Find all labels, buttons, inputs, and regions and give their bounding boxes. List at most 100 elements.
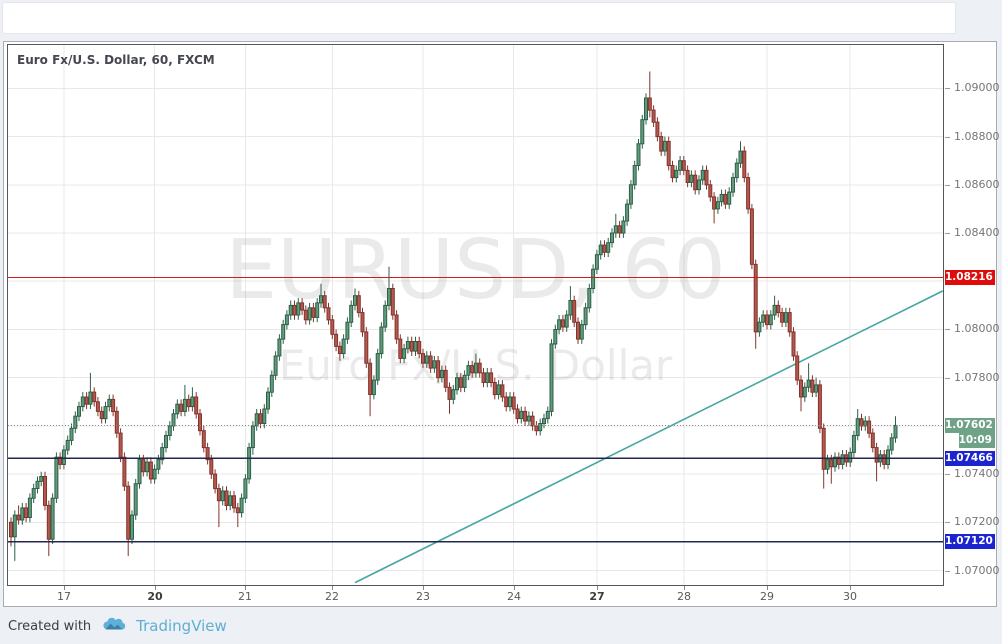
candle-body [220, 490, 225, 502]
trendline[interactable] [354, 290, 943, 584]
candle-body [511, 396, 516, 410]
candle-body [715, 201, 720, 210]
candle-body [84, 396, 89, 405]
candle-body [787, 312, 792, 333]
tradingview-logo-icon[interactable] [101, 617, 128, 635]
candle-body [114, 410, 119, 434]
x-tick-mark [155, 586, 156, 590]
candle-body [538, 423, 543, 432]
candle-body [148, 461, 153, 480]
candle-body [492, 382, 497, 396]
candle-body [530, 415, 535, 427]
candle-body [319, 295, 323, 304]
candle-body [383, 304, 388, 328]
candle-body [273, 355, 278, 376]
candle-body [326, 307, 331, 321]
y-tick-label: 1.07000 [954, 564, 1000, 577]
candle-body [553, 329, 558, 345]
candle-body [375, 353, 380, 381]
candle-body [870, 432, 875, 449]
candle-body [73, 415, 78, 429]
candle-body [262, 408, 267, 424]
candle-body [765, 314, 769, 326]
candle-body [409, 341, 414, 352]
candle-body [77, 406, 81, 417]
candle-body [840, 454, 845, 465]
candle-body [160, 447, 165, 461]
candle-body [322, 295, 327, 309]
price-line-label[interactable]: 1.07120 [945, 534, 995, 549]
candle-body [693, 174, 698, 191]
candle-body [182, 398, 187, 412]
candle-body [458, 377, 463, 388]
candle-body [863, 420, 868, 427]
candle-body [303, 309, 308, 321]
candle-body [640, 119, 645, 145]
price-axis[interactable]: 1.09000 1.08800 1.08600 1.08400 1.08000 1.078… [945, 45, 1000, 585]
candle-body [356, 295, 361, 314]
candle-body [39, 476, 44, 482]
candle-body [776, 304, 781, 314]
candle-body [130, 514, 134, 540]
candle-body [133, 483, 138, 516]
candle-body [9, 521, 13, 538]
candle-body [46, 504, 51, 540]
tradingview-link[interactable]: TradingView [136, 617, 227, 635]
price-line-label[interactable]: 1.07466 [945, 451, 995, 466]
candle-body [50, 497, 55, 540]
candle-body [560, 319, 565, 328]
candle-body [893, 424, 898, 439]
candle-body [602, 244, 607, 253]
candle-body [802, 386, 807, 398]
candle-body [836, 456, 841, 465]
price-line-label[interactable]: 1.08216 [945, 270, 995, 285]
candle-body [394, 314, 399, 340]
candle-body [239, 497, 244, 514]
candle-body [485, 372, 490, 383]
candle-body [591, 268, 596, 289]
chart-legend-title[interactable]: Euro Fx/U.S. Dollar, 60, FXCM [17, 53, 215, 67]
candle-body [417, 341, 422, 355]
candle-body [825, 459, 830, 470]
candle-body [250, 425, 255, 449]
x-tick-mark [332, 586, 333, 590]
candle-body [421, 353, 425, 364]
candle-body [799, 379, 803, 398]
last-price-label[interactable]: 1.07602 [945, 418, 995, 433]
y-tick-mark [945, 378, 950, 379]
candle-body [428, 355, 433, 369]
candle-body [795, 355, 800, 381]
candle-body [12, 514, 17, 538]
candle-body [235, 507, 240, 514]
chart-plot-area[interactable]: EURUSD, 60 Euro Fx/U.S. Dollar Euro Fx/U… [7, 44, 944, 586]
y-tick-label: 1.08400 [954, 226, 1000, 239]
candle-body [504, 396, 509, 408]
x-tick-label: 21 [238, 590, 252, 603]
candle-body [462, 374, 467, 388]
candle-body [24, 507, 29, 518]
candle-body [54, 456, 59, 499]
candle-body [545, 410, 550, 420]
candle-body [621, 220, 626, 234]
candle-body [171, 413, 176, 427]
candle-body [43, 476, 47, 506]
candle-body [851, 435, 856, 453]
candle-body [447, 386, 452, 400]
x-tick-label: 24 [507, 590, 521, 603]
candle-body [549, 343, 554, 412]
time-axis[interactable]: 17 20 21 22 23 24 27 28 29 30 [7, 586, 944, 605]
candle-body [810, 379, 815, 393]
y-tick-label: 1.07200 [954, 515, 1000, 528]
candle-body [576, 321, 580, 340]
candle-body [780, 312, 785, 323]
candle-body [806, 379, 811, 388]
candle-body [455, 377, 459, 391]
candle-body [27, 497, 32, 519]
candle-body [670, 165, 675, 179]
candle-body [315, 302, 320, 318]
candle-body [583, 307, 588, 326]
bar-countdown-label: 10:09 [945, 433, 995, 448]
candle-body [814, 384, 819, 393]
candle-body [371, 379, 376, 396]
top-white-bar [2, 2, 956, 34]
